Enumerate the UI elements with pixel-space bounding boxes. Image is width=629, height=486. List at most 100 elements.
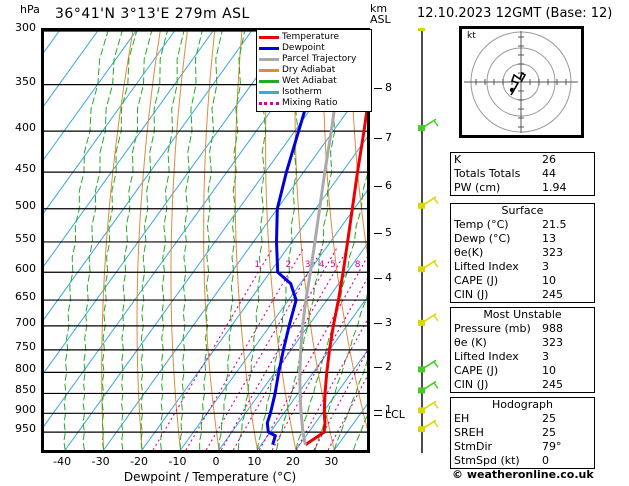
pressure-tick: 600 — [15, 262, 36, 276]
height-tick-mark — [374, 367, 382, 369]
table-header: Most Unstable — [483, 308, 562, 321]
height-tick: 2 — [385, 360, 392, 374]
height-tick-mark — [374, 185, 382, 187]
table-row: CIN (J) 245 — [451, 378, 594, 392]
pressure-tick: 950 — [15, 422, 36, 436]
legend-item: Mixing Ratio — [259, 98, 369, 109]
legend-item: Wet Adiabat — [259, 76, 369, 87]
table-row-value: 3 — [542, 260, 549, 273]
pressure-tick: 650 — [15, 290, 36, 304]
height-tick-mark — [374, 409, 382, 411]
height-tick-mark — [374, 137, 382, 139]
height-axis-label: km ASL — [370, 3, 391, 25]
table-row-value: 79° — [542, 440, 562, 453]
temperature-tick: -30 — [91, 455, 110, 468]
wind-barb — [418, 28, 425, 31]
indices-table: K 26 Totals Totals 44 PW (cm) 1.94 — [450, 152, 595, 196]
table-row: SREH 25 — [451, 426, 594, 440]
pressure-tick: 800 — [15, 362, 36, 376]
wind-barb-column — [418, 28, 439, 453]
temperature-tick: 10 — [247, 455, 262, 468]
table-row: θe (K) 323 — [451, 336, 594, 350]
table-row-key: PW (cm) — [454, 181, 501, 194]
skewt-svg — [44, 31, 367, 450]
surface-table: Surface Temp (°C) 21.5 Dewp (°C) 13 θe(K) 323 L… — [450, 203, 595, 303]
table-row-key: StmDir — [454, 440, 493, 453]
table-row-key: EH — [454, 412, 470, 425]
height-axis-label-asl: ASL — [370, 13, 391, 26]
table-row: EH 25 — [451, 412, 594, 426]
hodograph-svg — [464, 31, 578, 133]
table-row-value: 245 — [542, 288, 563, 301]
temperature-tick: -40 — [53, 455, 72, 468]
legend-swatch — [259, 91, 279, 94]
legend-label: Temperature — [282, 32, 340, 42]
wind-barb — [418, 400, 439, 414]
pressure-tick: 300 — [15, 21, 36, 34]
table-header: Hodograph — [492, 398, 553, 411]
legend: Temperature Dewpoint Parcel Trajectory Dry … — [256, 29, 372, 112]
height-tick: 4 — [385, 271, 392, 285]
table-row: Lifted Index 3 — [451, 260, 594, 274]
legend-item: Dewpoint — [259, 43, 369, 54]
legend-swatch — [259, 47, 279, 50]
table-row: CIN (J) 245 — [451, 288, 594, 302]
temperature-tick: -10 — [168, 455, 187, 468]
table-row-value: 21.5 — [542, 218, 567, 231]
table-row-key: CIN (J) — [454, 288, 489, 301]
page-title: 36°41'N 3°13'E 279m ASL — [55, 6, 250, 22]
table-row-key: CAPE (J) — [454, 364, 499, 377]
table-row: Temp (°C) 21.5 — [451, 218, 594, 232]
height-tick: 3 — [385, 316, 392, 330]
pressure-tick: 550 — [15, 231, 36, 245]
height-tick: 8 — [385, 80, 392, 94]
table-row-value: 10 — [542, 364, 556, 377]
table-row: Lifted Index 3 — [451, 350, 594, 364]
pressure-tick: 700 — [15, 315, 36, 329]
table-row-value: 1.94 — [542, 181, 567, 194]
wind-barb — [418, 259, 439, 273]
pressure-tick: 500 — [15, 198, 36, 212]
wind-barb — [418, 313, 439, 326]
pressure-tick: 900 — [15, 403, 36, 417]
wind-barb — [418, 118, 439, 132]
height-tick: 5 — [385, 225, 392, 239]
table-header: Surface — [501, 204, 544, 217]
table-row-value: 25 — [542, 426, 556, 439]
temperature-tick: 20 — [285, 455, 300, 468]
mixing-ratio-label: 4 — [318, 260, 325, 271]
table-row-value: 13 — [542, 232, 556, 245]
pressure-tick: 750 — [15, 339, 36, 353]
table-row: K 26 — [451, 153, 594, 167]
legend-item: Dry Adiabat — [259, 65, 369, 76]
height-tick: 7 — [385, 130, 392, 144]
sounding-panel: hPa 36°41'N 3°13'E 279m ASL km ASL 300 35… — [15, 3, 439, 484]
table-row-value: 25 — [542, 412, 556, 425]
legend-swatch — [259, 58, 279, 61]
wind-barb — [418, 380, 439, 394]
table-row-key: Dewp (°C) — [454, 232, 511, 245]
table-row: θe(K) 323 — [451, 246, 594, 260]
wind-barb — [418, 419, 439, 433]
legend-swatch — [259, 102, 279, 105]
mixing-ratio-label: 5 — [330, 260, 336, 271]
legend-label: Dry Adiabat — [282, 65, 336, 75]
info-panel: 12.10.2023 12GMT (Base: 12) kt K 26 Totals… — [415, 0, 629, 486]
lcl-marker-label: LCL — [385, 408, 405, 421]
pressure-tick: 350 — [15, 74, 36, 88]
table-row-key: CAPE (J) — [454, 274, 499, 287]
lcl-tick-mark — [374, 415, 382, 416]
x-axis-title: Dewpoint / Temperature (°C) — [123, 470, 297, 484]
temperature-tick: -20 — [130, 455, 149, 468]
pressure-tick: 400 — [15, 121, 36, 135]
height-tick-mark — [374, 87, 382, 89]
pressure-axis-label: hPa — [20, 3, 40, 16]
table-row-value: 3 — [542, 350, 549, 363]
table-row: CAPE (J) 10 — [451, 274, 594, 288]
height-tick-mark — [374, 232, 382, 234]
table-row-key: K — [454, 153, 462, 166]
pressure-tick: 450 — [15, 162, 36, 176]
legend-label: Isotherm — [282, 87, 322, 97]
height-axis-label-km: km — [370, 2, 388, 15]
mixing-ratio-label: 1 — [254, 260, 261, 271]
